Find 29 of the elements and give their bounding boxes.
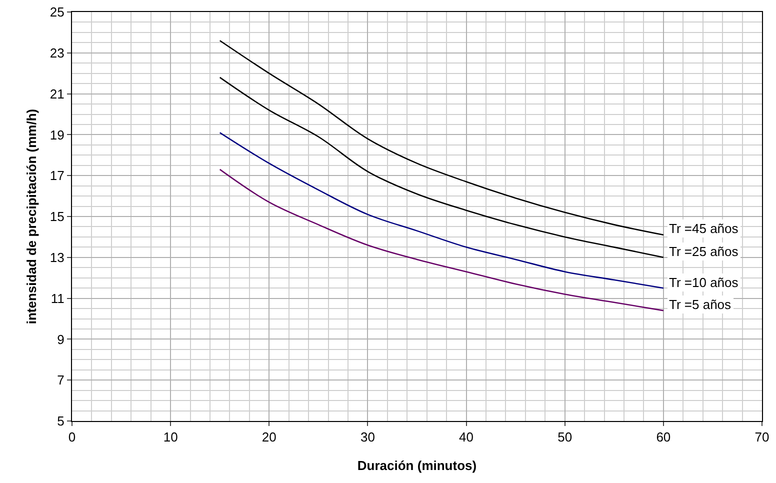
line-series xyxy=(219,132,664,289)
line-series xyxy=(219,40,664,236)
y-tick-label: 13 xyxy=(50,250,64,265)
x-tick-label: 10 xyxy=(163,430,178,445)
y-tick-label: 21 xyxy=(50,86,64,102)
series-label: Tr =10 años xyxy=(669,275,739,290)
series-label: Tr =5 años xyxy=(669,297,732,312)
line-series xyxy=(219,76,664,258)
x-tick-label: 40 xyxy=(459,430,474,445)
x-tick-label: 60 xyxy=(656,430,671,445)
y-tick-label: 7 xyxy=(57,372,64,388)
series-label: Tr =45 años xyxy=(669,221,739,236)
y-tick-label: 25 xyxy=(50,4,64,20)
x-tick-label: 70 xyxy=(754,430,770,445)
y-tick-label: 9 xyxy=(57,332,64,347)
line-series xyxy=(219,168,664,312)
y-tick-label: 17 xyxy=(50,168,64,184)
y-tick-label: 19 xyxy=(50,127,64,142)
series-label: Tr =25 años xyxy=(669,244,739,259)
x-tick-label: 0 xyxy=(68,430,76,445)
x-axis-title: Duración (minutos) xyxy=(357,458,477,473)
y-axis-title: intensidad de precipitación (mm/h) xyxy=(24,108,39,324)
x-tick-label: 30 xyxy=(360,430,375,445)
y-tick-label: 5 xyxy=(57,414,64,429)
y-tick-label: 23 xyxy=(50,45,64,60)
y-tick-label: 15 xyxy=(50,209,64,224)
x-tick-label: 20 xyxy=(262,430,276,445)
y-tick-label: 11 xyxy=(50,290,64,306)
x-tick-label: 50 xyxy=(558,430,572,445)
